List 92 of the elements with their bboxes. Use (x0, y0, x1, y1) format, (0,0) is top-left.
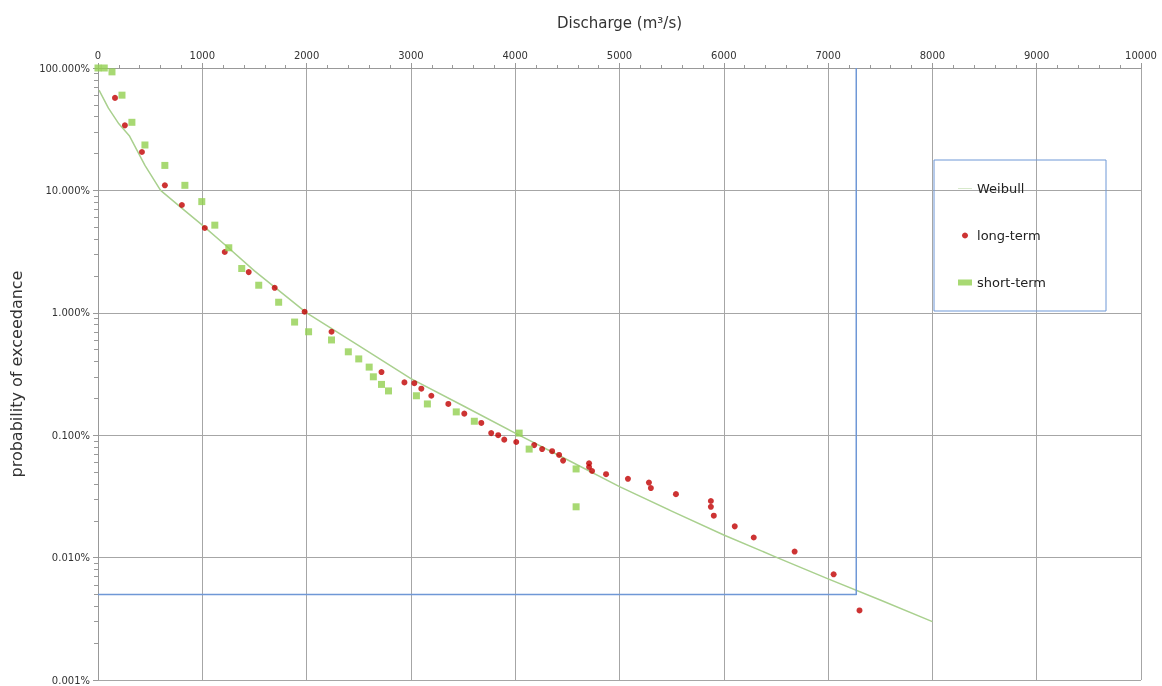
point (647, 485, 654, 492)
point (178, 201, 185, 208)
point (452, 408, 460, 416)
y-tick-label: 10.000% (45, 184, 90, 196)
point (488, 430, 495, 437)
point (201, 225, 208, 231)
point (328, 336, 336, 344)
point (624, 475, 631, 482)
point (365, 363, 373, 371)
point (271, 284, 278, 291)
point (707, 503, 714, 510)
point (791, 548, 798, 555)
x-tick-label: 5000 (606, 49, 633, 61)
line-series (98, 89, 934, 623)
legend-label: long-term (977, 228, 1041, 243)
legend-label: Weibull (977, 181, 1025, 196)
point (513, 439, 520, 445)
x-tick-label: 9000 (1023, 49, 1050, 61)
point (121, 122, 128, 129)
point (428, 392, 435, 399)
point (328, 328, 335, 335)
point (731, 523, 738, 530)
point (112, 94, 118, 101)
y-tick-label: 0.001% (51, 674, 90, 686)
point (412, 392, 420, 400)
point (161, 161, 169, 169)
point (572, 503, 580, 511)
point (108, 68, 116, 76)
x-tick-label: 10000 (1125, 49, 1157, 61)
point (118, 91, 126, 99)
point (225, 244, 233, 252)
point (830, 571, 837, 578)
point (710, 512, 717, 519)
point (245, 269, 252, 276)
point (423, 400, 431, 408)
point (411, 380, 418, 387)
point (856, 607, 863, 614)
x-tick-label: 3000 (398, 49, 424, 61)
point (181, 181, 189, 189)
legend-label: short-term (977, 275, 1047, 290)
point (515, 429, 523, 437)
point (401, 379, 408, 386)
point (603, 471, 610, 478)
x-tick-label: 8000 (919, 49, 946, 61)
point (445, 400, 452, 407)
x-tick-label: 0 (94, 49, 102, 61)
point (572, 465, 580, 473)
point (495, 432, 502, 439)
y-tick-label: 100.000% (39, 62, 90, 74)
point (560, 457, 567, 464)
point (198, 198, 206, 206)
x-tick-label: 6000 (711, 49, 737, 61)
point (161, 182, 168, 189)
point (707, 498, 714, 504)
point (470, 417, 478, 425)
y-tick-label: 1.000% (51, 307, 90, 319)
x-tick-label: 2000 (293, 49, 320, 61)
point (211, 221, 219, 229)
x-axis-title: Discharge (m³/s) (556, 13, 683, 32)
point (141, 141, 149, 149)
point (355, 355, 363, 363)
point (128, 118, 136, 126)
point (525, 445, 533, 453)
y-tick-label: 0.100% (51, 429, 90, 441)
point (549, 448, 556, 455)
point (238, 265, 246, 273)
point (377, 380, 385, 388)
point (301, 308, 308, 315)
x-tick-label: 7000 (815, 49, 841, 61)
y-axis-title: probability of exceedance (6, 270, 26, 478)
point (418, 385, 425, 392)
point (478, 419, 485, 426)
point (275, 298, 283, 306)
point (384, 387, 392, 395)
x-tick-label: 1000 (189, 49, 216, 61)
point (531, 442, 538, 449)
point (672, 491, 679, 498)
point (291, 318, 299, 326)
y-tick-label: 0.010% (51, 552, 90, 564)
point (556, 451, 563, 458)
point (255, 281, 263, 289)
point (138, 148, 145, 155)
x-tick-label: 4000 (502, 49, 528, 61)
point (344, 348, 352, 356)
point (645, 479, 652, 486)
point (539, 446, 546, 453)
point (378, 369, 385, 376)
point (369, 373, 377, 381)
point (461, 410, 468, 417)
point (305, 328, 313, 336)
point (501, 436, 508, 443)
point (589, 467, 596, 474)
